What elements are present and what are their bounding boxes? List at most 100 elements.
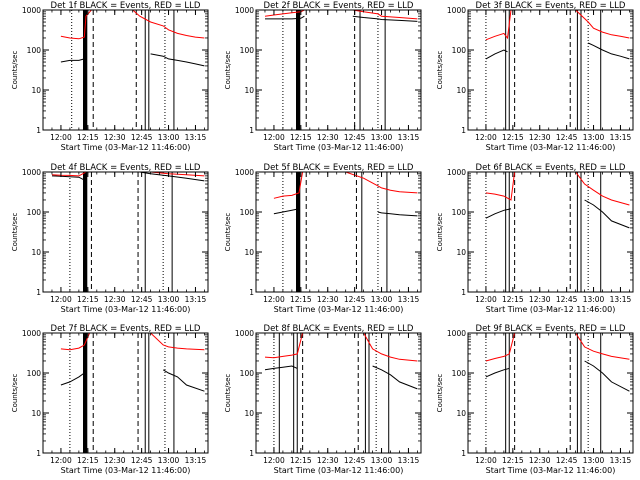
x-tick-label: 12:15 <box>77 295 99 304</box>
y-tick-label: 1000 <box>22 329 41 338</box>
x-tick-label: 13:00 <box>371 295 393 304</box>
detector-panel: Det 1f BLACK = Events, RED = LLD 1 10 100 10… <box>11 1 209 152</box>
panel-title: Det 6f BLACK = Events, RED = LLD <box>476 163 626 173</box>
x-axis-label: Start Time (03-Mar-12 11:46:00) <box>274 143 404 152</box>
x-tick-label: 12:45 <box>344 133 366 142</box>
y-tick-label: 10 <box>31 248 41 257</box>
x-tick-label: 13:00 <box>583 133 605 142</box>
y-tick-label: 1 <box>36 288 41 297</box>
y-tick-label: 100 <box>27 208 42 217</box>
x-tick-label: 12:00 <box>475 456 497 465</box>
y-tick-label: 100 <box>452 46 467 55</box>
y-tick-label: 10 <box>31 409 41 418</box>
x-tick-label: 12:30 <box>529 295 551 304</box>
panel-title: Det 1f BLACK = Events, RED = LLD <box>51 1 201 11</box>
panel-title: Det 5f BLACK = Events, RED = LLD <box>264 163 414 173</box>
y-tick-label: 1 <box>461 449 466 458</box>
events-series-line <box>265 15 418 22</box>
x-axis-label: Start Time (03-Mar-12 11:46:00) <box>486 143 616 152</box>
events-series-line <box>51 172 205 182</box>
detector-panel: Det 6f BLACK = Events, RED = LLD 1 10 100 10… <box>436 163 634 314</box>
x-tick-label: 12:45 <box>131 295 153 304</box>
panel-title: Det 4f BLACK = Events, RED = LLD <box>51 163 201 173</box>
x-tick-label: 13:00 <box>158 295 180 304</box>
y-tick-label: 10 <box>456 248 466 257</box>
events-series-line <box>60 369 205 392</box>
y-tick-label: 100 <box>27 46 42 55</box>
y-axis-label: Counts/sec <box>436 213 444 252</box>
y-tick-label: 1000 <box>447 6 466 15</box>
y-tick-label: 1000 <box>22 168 41 177</box>
x-tick-label: 13:15 <box>610 456 632 465</box>
x-tick-label: 12:45 <box>344 295 366 304</box>
x-tick-label: 12:00 <box>263 456 285 465</box>
y-tick-label: 1 <box>249 288 254 297</box>
lld-series-line <box>60 333 205 351</box>
plot-frame <box>255 171 422 293</box>
y-axis-label: Counts/sec <box>11 374 19 413</box>
x-tick-label: 12:00 <box>263 295 285 304</box>
y-tick-label: 10 <box>456 409 466 418</box>
y-axis-label: Counts/sec <box>436 51 444 90</box>
plot-frame <box>42 332 209 454</box>
x-tick-label: 12:30 <box>104 295 126 304</box>
x-tick-label: 13:15 <box>398 295 420 304</box>
x-tick-label: 12:15 <box>502 456 524 465</box>
x-tick-label: 12:15 <box>290 295 312 304</box>
x-tick-label: 12:45 <box>131 133 153 142</box>
y-axis-label: Counts/sec <box>11 213 19 252</box>
x-tick-label: 12:30 <box>104 133 126 142</box>
x-axis-label: Start Time (03-Mar-12 11:46:00) <box>486 305 616 314</box>
lld-series-line <box>485 172 630 206</box>
x-axis-label: Start Time (03-Mar-12 11:46:00) <box>61 143 191 152</box>
detector-panel: Det 2f BLACK = Events, RED = LLD 1 10 100 10… <box>224 1 422 152</box>
x-tick-label: 12:30 <box>317 456 339 465</box>
plot-frame <box>467 9 634 131</box>
y-tick-label: 100 <box>27 369 42 378</box>
y-tick-label: 1 <box>36 449 41 458</box>
plot-frame <box>467 171 634 293</box>
x-tick-label: 13:15 <box>610 133 632 142</box>
plot-frame <box>255 9 422 131</box>
x-tick-label: 13:15 <box>398 456 420 465</box>
y-tick-label: 100 <box>240 46 255 55</box>
x-tick-label: 12:00 <box>263 133 285 142</box>
lld-series-line <box>264 333 418 362</box>
y-tick-label: 10 <box>456 86 466 95</box>
detector-panel: Det 4f BLACK = Events, RED = LLD 1 10 100 10… <box>11 163 209 314</box>
x-tick-label: 13:15 <box>398 133 420 142</box>
x-tick-label: 12:15 <box>502 295 524 304</box>
x-tick-label: 12:30 <box>104 456 126 465</box>
panel-title: Det 2f BLACK = Events, RED = LLD <box>264 1 414 11</box>
y-tick-label: 1000 <box>22 6 41 15</box>
y-tick-label: 1000 <box>447 329 466 338</box>
x-tick-label: 13:00 <box>583 295 605 304</box>
x-axis-label: Start Time (03-Mar-12 11:46:00) <box>486 466 616 475</box>
y-tick-label: 1 <box>461 288 466 297</box>
x-tick-label: 12:30 <box>317 133 339 142</box>
y-tick-label: 1 <box>249 126 254 135</box>
y-axis-label: Counts/sec <box>11 51 19 90</box>
lld-series-line <box>273 172 418 199</box>
y-tick-label: 10 <box>244 86 254 95</box>
x-tick-label: 12:30 <box>317 295 339 304</box>
lld-series-line <box>264 10 418 20</box>
x-tick-label: 13:15 <box>185 456 207 465</box>
x-axis-label: Start Time (03-Mar-12 11:46:00) <box>274 305 404 314</box>
y-tick-label: 10 <box>244 409 254 418</box>
events-series-line <box>485 42 630 60</box>
x-axis-label: Start Time (03-Mar-12 11:46:00) <box>61 305 191 314</box>
y-tick-label: 1000 <box>235 329 254 338</box>
detector-panel: Det 3f BLACK = Events, RED = LLD 1 10 100 10… <box>436 1 634 152</box>
panel-title: Det 3f BLACK = Events, RED = LLD <box>476 1 626 11</box>
detector-panel: Det 9f BLACK = Events, RED = LLD 1 10 100 10… <box>436 324 634 475</box>
y-axis-label: Counts/sec <box>436 374 444 413</box>
lld-series-line <box>485 333 630 362</box>
y-tick-label: 1 <box>461 126 466 135</box>
x-tick-label: 12:15 <box>290 456 312 465</box>
detector-panel: Det 5f BLACK = Events, RED = LLD 1 10 100 10… <box>224 163 422 314</box>
x-tick-label: 13:00 <box>371 133 393 142</box>
plot-frame <box>255 332 422 454</box>
y-tick-label: 1 <box>249 449 254 458</box>
x-tick-label: 13:00 <box>371 456 393 465</box>
